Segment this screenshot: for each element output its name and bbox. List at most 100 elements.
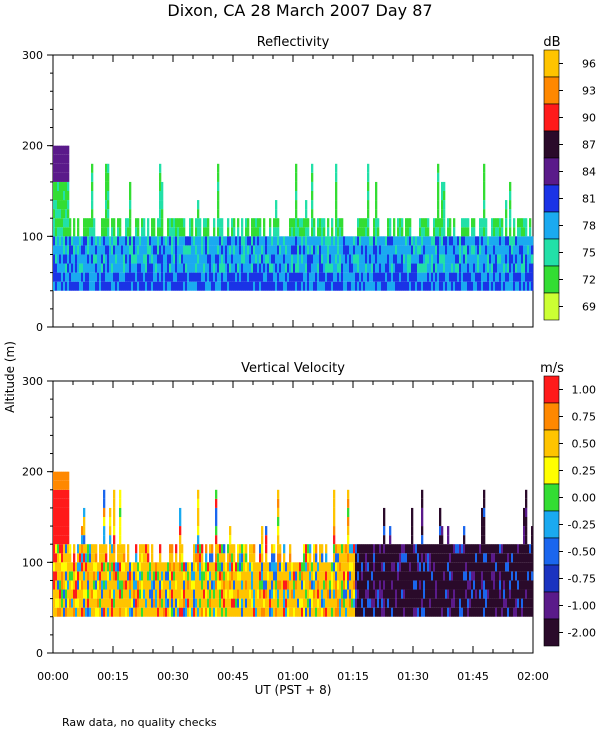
- field-cell: [59, 489, 62, 499]
- field-cell: [193, 263, 196, 273]
- field-cell: [393, 553, 396, 563]
- field-cell: [525, 236, 528, 246]
- field-cell: [443, 580, 446, 590]
- field-cell: [183, 263, 186, 273]
- field-cell: [225, 589, 228, 599]
- field-cell: [235, 281, 238, 291]
- field-cell: [333, 526, 336, 536]
- field-cell: [171, 544, 174, 554]
- field-cell: [65, 553, 68, 563]
- field-cell: [149, 589, 152, 599]
- field-cell: [349, 607, 352, 617]
- field-cell: [63, 607, 66, 617]
- field-cell: [327, 607, 330, 617]
- field-cell: [147, 245, 150, 255]
- field-cell: [229, 535, 232, 545]
- field-cell: [315, 598, 318, 608]
- field-cell: [223, 598, 226, 608]
- field-cell: [377, 562, 380, 572]
- field-cell: [323, 245, 326, 255]
- field-cell: [107, 580, 110, 590]
- field-cell: [321, 607, 324, 617]
- field-cell: [377, 571, 380, 581]
- field-cell: [333, 281, 336, 291]
- field-cell: [511, 544, 514, 554]
- field-cell: [299, 589, 302, 599]
- field-cell: [227, 263, 230, 273]
- field-cell: [179, 254, 182, 264]
- field-cell: [91, 218, 94, 228]
- field-cell: [363, 580, 366, 590]
- field-cell: [371, 254, 374, 264]
- field-cell: [287, 589, 290, 599]
- field-cell: [313, 580, 316, 590]
- field-cell: [307, 218, 310, 228]
- field-cell: [463, 562, 466, 572]
- field-cell: [483, 254, 486, 264]
- field-cell: [95, 272, 98, 282]
- field-cell: [167, 281, 170, 291]
- field-cell: [521, 571, 524, 581]
- field-cell: [87, 598, 90, 608]
- field-cell: [405, 553, 408, 563]
- field-cell: [249, 254, 252, 264]
- field-cell: [383, 254, 386, 264]
- field-cell: [311, 172, 314, 182]
- field-cell: [373, 263, 376, 273]
- field-cell: [507, 553, 510, 563]
- field-cell: [359, 580, 362, 590]
- field-cell: [391, 263, 394, 273]
- field-cell: [55, 489, 58, 499]
- field-cell: [277, 272, 280, 282]
- field-cell: [367, 580, 370, 590]
- field-cell: [315, 263, 318, 273]
- field-cell: [55, 544, 58, 554]
- field-cell: [339, 218, 342, 228]
- field-cell: [503, 281, 506, 291]
- field-cell: [335, 254, 338, 264]
- field-cell: [491, 218, 494, 228]
- field-cell: [321, 553, 324, 563]
- field-cell: [201, 562, 204, 572]
- field-cell: [317, 580, 320, 590]
- field-cell: [113, 498, 116, 508]
- x-tick-label: 00:45: [217, 670, 249, 683]
- field-cell: [157, 227, 160, 237]
- field-cell: [119, 236, 122, 246]
- field-cell: [203, 218, 206, 228]
- field-cell: [409, 598, 412, 608]
- field-cell: [339, 562, 342, 572]
- field-cell: [155, 598, 158, 608]
- field-cell: [101, 236, 104, 246]
- field-cell: [59, 254, 62, 264]
- field-cell: [431, 254, 434, 264]
- field-cell: [447, 580, 450, 590]
- field-cell: [319, 272, 322, 282]
- field-cell: [181, 562, 184, 572]
- field-cell: [511, 562, 514, 572]
- field-cell: [421, 218, 424, 228]
- field-cell: [477, 544, 480, 554]
- field-cell: [141, 544, 144, 554]
- field-cell: [317, 236, 320, 246]
- field-cell: [361, 607, 364, 617]
- field-cell: [171, 263, 174, 273]
- field-cell: [365, 562, 368, 572]
- field-cell: [453, 580, 456, 590]
- field-cell: [481, 526, 484, 536]
- field-cell: [333, 272, 336, 282]
- field-cell: [373, 236, 376, 246]
- field-cell: [485, 227, 488, 237]
- field-cell: [363, 281, 366, 291]
- field-cell: [319, 580, 322, 590]
- field-cell: [281, 245, 284, 255]
- field-cell: [493, 544, 496, 554]
- field-cell: [73, 589, 76, 599]
- field-cell: [433, 598, 436, 608]
- field-cell: [145, 571, 148, 581]
- field-cell: [253, 553, 256, 563]
- field-cell: [515, 263, 518, 273]
- field-cell: [221, 607, 224, 617]
- field-cell: [473, 263, 476, 273]
